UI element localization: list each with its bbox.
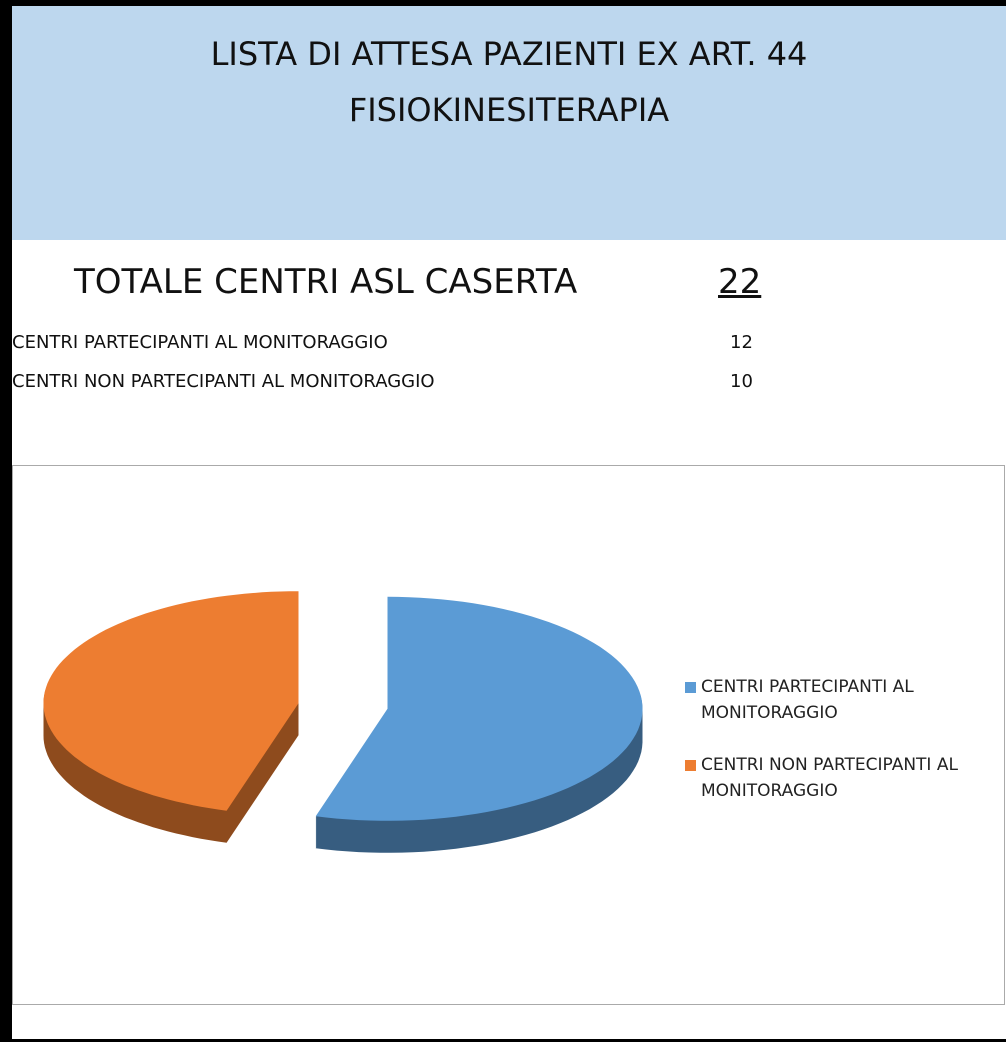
header: LISTA DI ATTESA PAZIENTI EX ART. 44 FISI… [12,6,1006,240]
slice [315,596,643,821]
slice [43,591,299,811]
legend-entry: CENTRI NON PARTECIPANTI AL MONITORAGGIO [685,752,1001,804]
legend-swatch [685,760,696,771]
chart-area: CENTRI PARTECIPANTI AL MONITORAGGIO CENTR… [12,465,1005,1005]
row-value: 10 [730,371,753,392]
legend-label: CENTRI NON PARTECIPANTI AL MONITORAGGIO [701,755,958,801]
title: LISTA DI ATTESA PAZIENTI EX ART. 44 [210,35,808,73]
total-label: TOTALE CENTRI ASL CASERTA [74,262,578,302]
legend-swatch [685,682,696,693]
row-value: 12 [730,332,753,353]
total-value: 22 [718,262,762,302]
legend-label: CENTRI PARTECIPANTI AL MONITORAGGIO [701,677,914,723]
title: FISIOKINESITERAPIA [348,91,670,129]
pie-chart [43,591,643,853]
row-label: CENTRI NON PARTECIPANTI AL MONITORAGGIO [12,371,435,392]
legend-entry: CENTRI PARTECIPANTI AL MONITORAGGIO [685,674,1001,726]
row-label: CENTRI PARTECIPANTI AL MONITORAGGIO [12,332,388,353]
